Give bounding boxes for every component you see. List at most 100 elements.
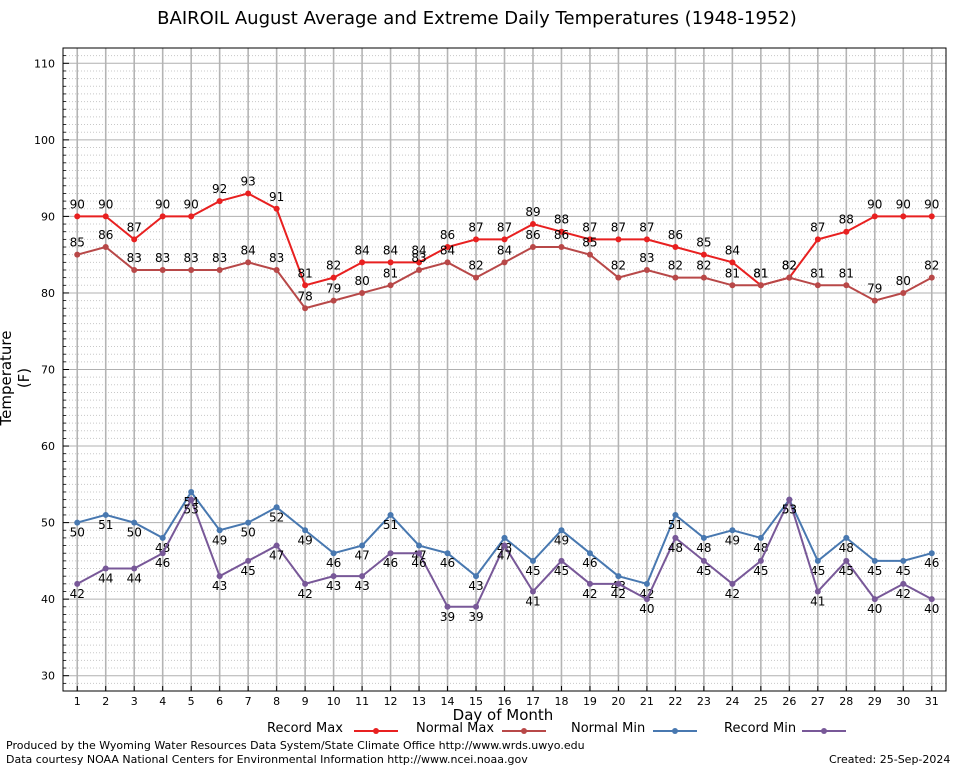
data-label-record-min: 42 — [725, 587, 740, 601]
data-point-normal-min — [729, 527, 736, 534]
data-label-normal-min: 47 — [354, 549, 369, 563]
data-label-record-min: 46 — [155, 556, 170, 570]
data-point-record-min — [729, 580, 736, 587]
data-label-record-max: 84 — [383, 243, 398, 257]
data-label-record-min: 42 — [297, 587, 312, 601]
data-label-record-max: 81 — [753, 266, 768, 280]
data-label-record-min: 42 — [611, 587, 626, 601]
data-label-normal-min: 49 — [554, 533, 569, 547]
data-point-normal-min — [871, 557, 878, 564]
data-label-normal-max: 83 — [184, 251, 199, 265]
x-tick-label: 20 — [611, 695, 625, 708]
data-label-normal-min: 50 — [70, 526, 85, 540]
data-label-record-min: 45 — [839, 564, 854, 578]
data-point-record-max — [387, 259, 394, 266]
data-point-normal-max — [501, 259, 508, 266]
data-point-record-max — [871, 213, 878, 220]
data-point-normal-min — [615, 573, 622, 580]
data-point-normal-min — [216, 527, 223, 534]
y-tick-label: 100 — [34, 134, 55, 147]
data-point-normal-min — [529, 557, 536, 564]
data-label-record-max: 81 — [297, 266, 312, 280]
data-point-normal-max — [359, 289, 366, 296]
data-label-normal-min: 51 — [98, 518, 113, 532]
y-tick-label: 80 — [41, 287, 55, 300]
data-point-record-max — [928, 213, 935, 220]
x-tick-label: 22 — [668, 695, 682, 708]
data-point-record-min — [245, 557, 252, 564]
data-point-record-min — [501, 542, 508, 549]
data-point-record-min — [615, 580, 622, 587]
data-point-record-max — [159, 213, 166, 220]
data-point-record-max — [359, 259, 366, 266]
data-point-normal-max — [416, 266, 423, 273]
data-label-normal-max: 83 — [155, 251, 170, 265]
data-label-record-min: 47 — [497, 549, 512, 563]
data-point-record-max — [529, 221, 536, 228]
data-label-normal-max: 82 — [611, 259, 626, 273]
x-tick-label: 2 — [102, 695, 109, 708]
data-label-normal-max: 83 — [639, 251, 654, 265]
data-point-normal-min — [700, 534, 707, 541]
data-label-normal-max: 83 — [269, 251, 284, 265]
data-point-normal-max — [387, 282, 394, 289]
data-label-record-max: 88 — [554, 213, 569, 227]
x-tick-label: 13 — [412, 695, 426, 708]
data-label-normal-max: 78 — [297, 289, 312, 303]
data-label-record-min: 45 — [753, 564, 768, 578]
legend-swatch-normal-max — [502, 728, 546, 734]
data-point-normal-max — [444, 259, 451, 266]
data-point-normal-min — [757, 534, 764, 541]
data-point-record-max — [700, 251, 707, 258]
data-label-normal-min: 48 — [696, 541, 711, 555]
x-tick-label: 29 — [868, 695, 882, 708]
data-point-normal-max — [558, 244, 565, 251]
data-label-normal-max: 82 — [468, 259, 483, 273]
data-label-normal-min: 45 — [896, 564, 911, 578]
x-tick-label: 7 — [245, 695, 252, 708]
data-label-normal-min: 46 — [326, 556, 341, 570]
data-label-record-min: 47 — [269, 549, 284, 563]
legend-record-min: Record Min — [724, 721, 796, 736]
data-point-record-max — [416, 259, 423, 266]
grid-lines — [63, 47, 946, 692]
legend-swatch-record-min — [802, 728, 846, 734]
data-point-normal-min — [359, 542, 366, 549]
data-point-record-min — [900, 580, 907, 587]
legend-swatch-normal-min — [653, 728, 697, 734]
data-point-record-max — [302, 282, 309, 289]
data-point-record-max — [729, 259, 736, 266]
data-label-record-min: 42 — [70, 587, 85, 601]
data-label-record-min: 53 — [782, 503, 797, 517]
data-point-record-max — [814, 236, 821, 243]
y-tick-label: 40 — [41, 593, 55, 606]
data-point-normal-max — [131, 266, 138, 273]
data-point-record-max — [843, 228, 850, 235]
data-point-normal-max — [74, 251, 81, 258]
data-label-normal-min: 49 — [212, 533, 227, 547]
data-point-normal-min — [159, 534, 166, 541]
data-label-record-min: 44 — [98, 572, 113, 586]
x-tick-label: 12 — [384, 695, 398, 708]
data-point-normal-min — [501, 534, 508, 541]
data-point-normal-min — [843, 534, 850, 541]
data-label-record-max: 90 — [70, 197, 85, 211]
x-tick-label: 10 — [327, 695, 341, 708]
data-point-normal-max — [643, 266, 650, 273]
data-point-normal-min — [928, 550, 935, 557]
data-point-record-max — [586, 236, 593, 243]
data-label-record-min: 39 — [440, 610, 455, 624]
legend-normal-min: Normal Min — [571, 721, 645, 736]
data-label-record-min: 46 — [411, 556, 426, 570]
data-label-record-max: 90 — [867, 197, 882, 211]
data-label-normal-max: 82 — [782, 259, 797, 273]
data-label-normal-max: 85 — [70, 236, 85, 250]
data-point-normal-max — [586, 251, 593, 258]
data-point-normal-max — [843, 282, 850, 289]
data-point-record-min — [700, 557, 707, 564]
data-point-record-max — [273, 205, 280, 212]
data-point-normal-min — [900, 557, 907, 564]
data-point-normal-min — [302, 527, 309, 534]
